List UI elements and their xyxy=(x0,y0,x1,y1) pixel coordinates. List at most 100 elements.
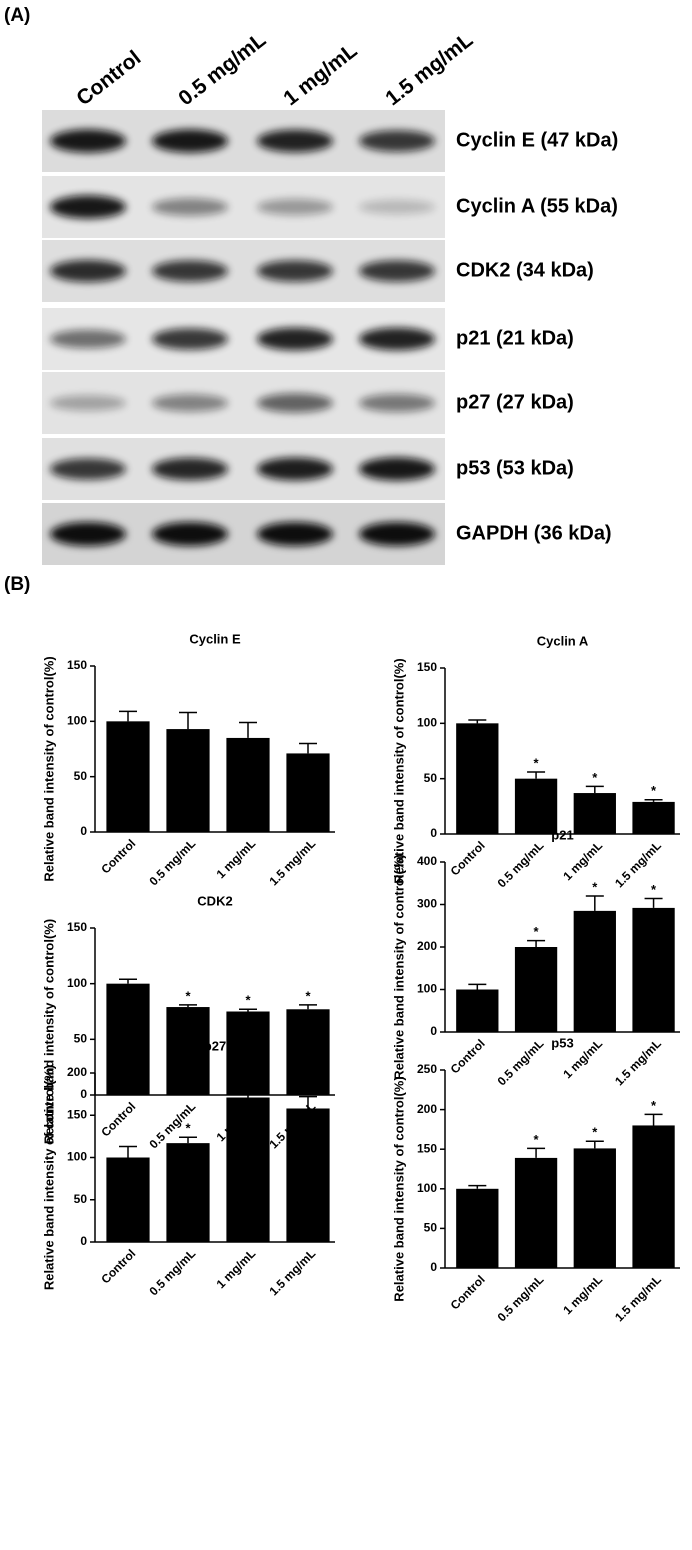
error-bar xyxy=(585,1140,604,1149)
significance-mark: * xyxy=(592,1125,598,1140)
significance-mark: * xyxy=(185,1121,191,1136)
y-tick-label: 150 xyxy=(67,658,87,672)
y-axis-label: Relative band intensity of control(%) xyxy=(391,854,406,1079)
lane-label: 0.5 mg/mL xyxy=(174,28,270,110)
bar xyxy=(166,1007,210,1095)
error-bar xyxy=(119,978,137,984)
y-axis-label: Relative band intensity of control(%) xyxy=(391,1076,406,1301)
x-tick-label: 0.5 mg/mL xyxy=(146,1246,198,1298)
panel-label: (A) xyxy=(4,5,30,26)
x-tick-label: Control xyxy=(98,1246,138,1286)
error-bar xyxy=(239,1084,257,1098)
significance-mark: * xyxy=(534,755,540,770)
x-tick-label: 1.5 mg/mL xyxy=(612,838,664,890)
blot-band xyxy=(359,327,435,351)
x-tick-label: 1 mg/mL xyxy=(560,1272,605,1317)
significance-mark: * xyxy=(651,783,657,798)
panel-label: (B) xyxy=(4,574,30,595)
x-tick-label: 0.5 mg/mL xyxy=(495,1036,547,1088)
error-bar xyxy=(468,1184,487,1189)
y-tick-label: 100 xyxy=(417,982,437,996)
x-tick-label: Control xyxy=(98,836,138,876)
error-bar xyxy=(179,1004,197,1008)
chart-title: p21 xyxy=(551,827,573,842)
error-bar xyxy=(299,742,317,754)
blot-band xyxy=(152,198,228,216)
error-bar xyxy=(119,710,137,722)
error-bar xyxy=(644,798,663,802)
blot-band xyxy=(257,522,333,546)
bar xyxy=(286,753,330,832)
blot-band xyxy=(152,457,228,481)
blot-band xyxy=(257,129,333,153)
y-tick-label: 150 xyxy=(417,1141,437,1155)
blot-band xyxy=(50,395,126,411)
y-tick-label: 50 xyxy=(74,769,88,783)
bar xyxy=(573,1148,616,1268)
y-tick-label: 250 xyxy=(417,1062,437,1076)
y-axis-label: Relative band intensity of control(%) xyxy=(391,658,406,883)
x-tick-label: 0.5 mg/mL xyxy=(495,1272,547,1324)
y-tick-label: 0 xyxy=(430,826,437,840)
band-label: p27 (27 kDa) xyxy=(456,391,574,413)
x-tick-label: 1.5 mg/mL xyxy=(612,1036,664,1088)
y-axis-label: Relative band intensity of control(%) xyxy=(41,919,56,1144)
y-tick-label: 300 xyxy=(417,897,437,911)
y-tick-label: 200 xyxy=(417,939,437,953)
y-tick-label: 100 xyxy=(417,1181,437,1195)
error-bar xyxy=(644,1113,663,1126)
bar xyxy=(286,1009,330,1095)
x-tick-label: 1.5 mg/mL xyxy=(266,1246,318,1298)
bar xyxy=(106,983,150,1095)
bar xyxy=(632,801,675,834)
bar xyxy=(573,793,616,834)
y-tick-label: 0 xyxy=(80,1087,87,1101)
lane-label: Control xyxy=(72,46,145,110)
blot-band xyxy=(152,260,228,282)
bar xyxy=(456,989,499,1032)
error-bar xyxy=(299,1004,317,1010)
lane-label: 1 mg/mL xyxy=(279,39,361,110)
blot-band xyxy=(152,522,228,546)
bar xyxy=(632,907,675,1032)
blot-band xyxy=(257,260,333,282)
blot-band xyxy=(50,329,126,349)
blot-band xyxy=(50,259,126,283)
blot-band xyxy=(257,457,333,481)
error-bar xyxy=(299,1095,317,1109)
error-bar xyxy=(527,939,546,947)
bar xyxy=(632,1125,675,1268)
y-tick-label: 100 xyxy=(67,976,87,990)
y-tick-label: 0 xyxy=(80,824,87,838)
significance-mark: * xyxy=(651,1098,657,1113)
band-label: Cyclin E (47 kDa) xyxy=(456,129,618,151)
significance-mark: * xyxy=(534,924,540,939)
significance-mark: * xyxy=(245,1069,251,1084)
blot-band xyxy=(50,522,126,546)
y-tick-label: 400 xyxy=(417,854,437,868)
y-tick-label: 0 xyxy=(80,1234,87,1248)
western-blot: Control 0.5 mg/mL 1 mg/mL 1.5 mg/mL Cyclin E… xyxy=(42,28,618,565)
error-bar xyxy=(468,983,487,990)
y-tick-label: 100 xyxy=(67,714,87,728)
bar xyxy=(106,721,150,832)
y-tick-label: 0 xyxy=(430,1024,437,1038)
charts: Cyclin E Relative band intensity of contr… xyxy=(41,631,680,1324)
y-tick-label: 150 xyxy=(67,1107,87,1121)
blot-band xyxy=(152,328,228,350)
y-tick-label: 100 xyxy=(67,1150,87,1164)
bar xyxy=(286,1108,330,1242)
chart-title: CDK2 xyxy=(197,893,232,908)
band-label: CDK2 (34 kDa) xyxy=(456,259,594,281)
blot-band xyxy=(50,129,126,153)
y-tick-label: 200 xyxy=(417,1102,437,1116)
blot-band xyxy=(152,394,228,412)
bar xyxy=(456,723,499,834)
significance-mark: * xyxy=(185,988,191,1003)
x-tick-label: 1 mg/mL xyxy=(214,836,259,881)
y-tick-label: 0 xyxy=(430,1260,437,1274)
significance-mark: * xyxy=(651,882,657,897)
x-tick-label: 1 mg/mL xyxy=(214,1246,259,1291)
error-bar xyxy=(585,785,604,794)
